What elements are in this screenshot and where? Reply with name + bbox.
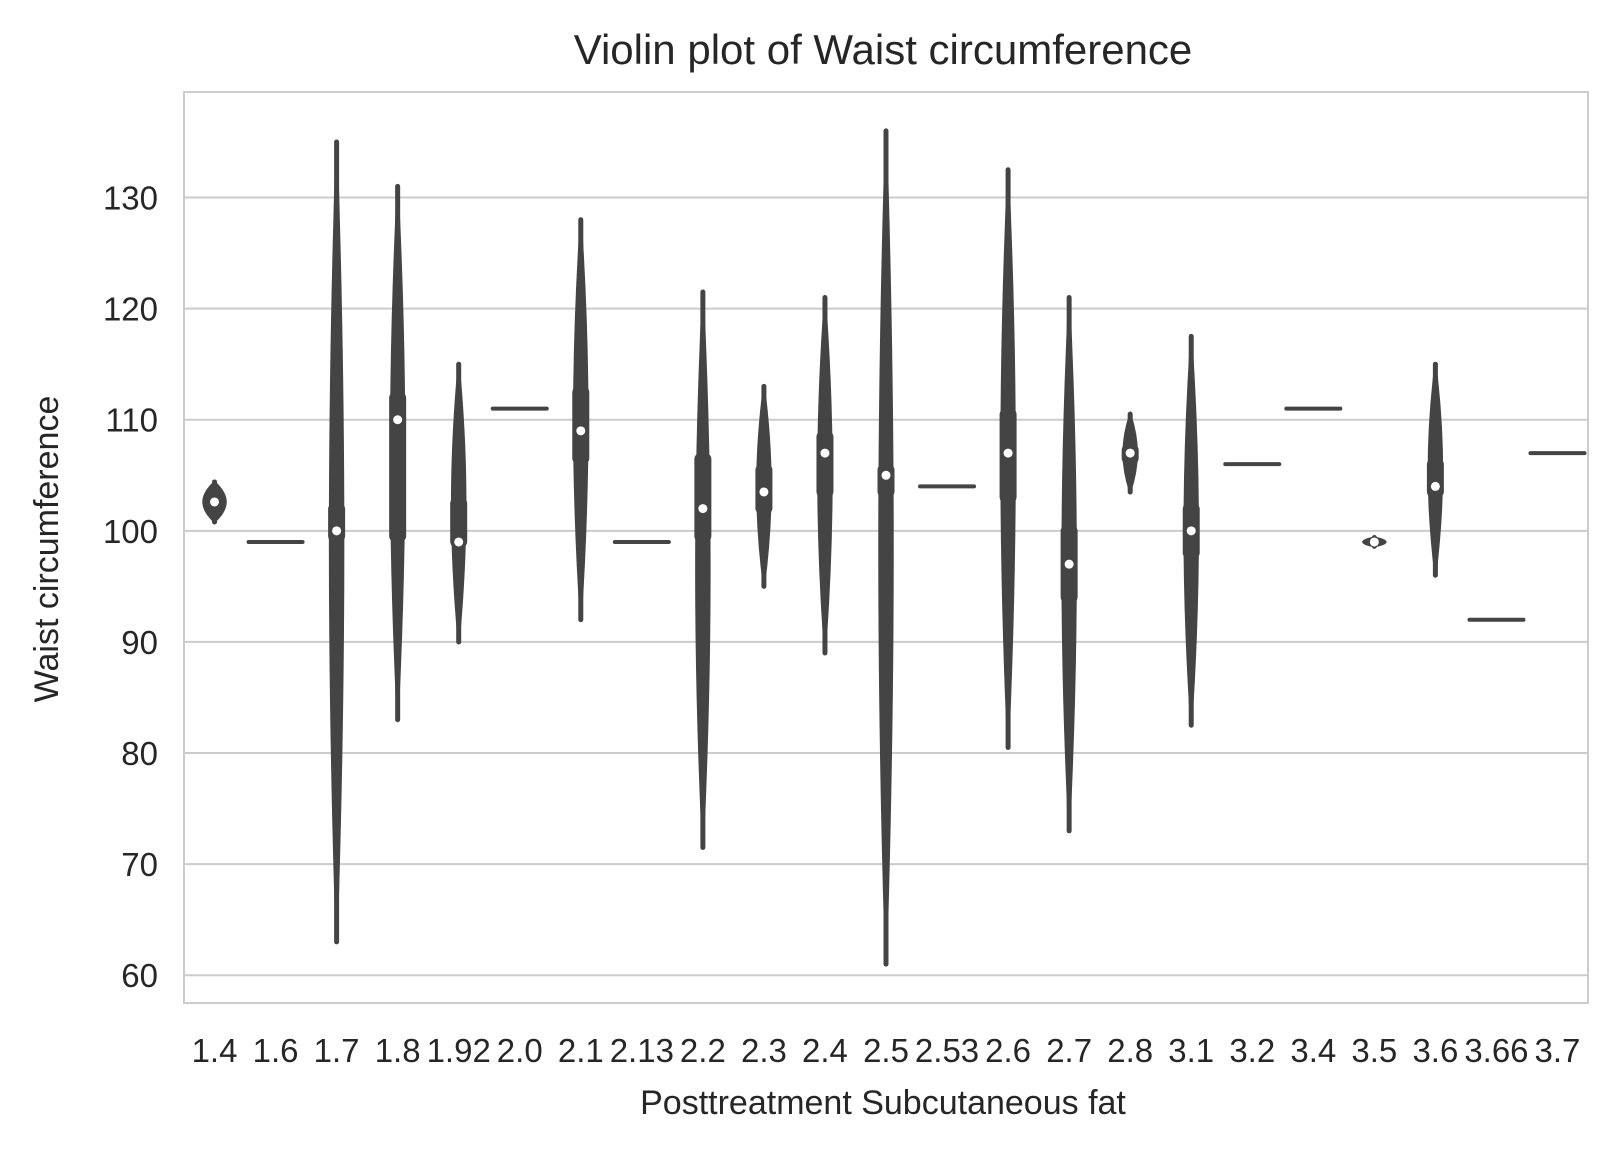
x-tick-label-3.7: 3.7 — [1535, 1032, 1581, 1069]
violin-median-1.8 — [393, 415, 403, 425]
x-tick-label-1.4: 1.4 — [192, 1032, 238, 1069]
plot-frame — [183, 91, 1589, 1004]
violin-iqr-3.6 — [1426, 458, 1444, 498]
x-tick-label-3.2: 3.2 — [1229, 1032, 1275, 1069]
violin-1.7 — [328, 139, 346, 945]
violin-iqr-2.4 — [816, 430, 834, 498]
x-tick-label-2.6: 2.6 — [985, 1032, 1031, 1069]
x-axis-label: Posttreatment Subcutaneous fat — [640, 1084, 1126, 1122]
violin-iqr-1.7 — [328, 503, 346, 542]
violin-iqr-2.2 — [694, 453, 712, 542]
x-tick-label-1.7: 1.7 — [314, 1032, 360, 1069]
violin-median-2.8 — [1125, 448, 1135, 458]
violin-1.4 — [202, 479, 227, 525]
violin-2.1 — [572, 217, 590, 623]
violin-2.6 — [999, 167, 1017, 750]
violin-median-3.6 — [1430, 481, 1440, 491]
x-tick-label-2.4: 2.4 — [802, 1032, 848, 1069]
chart-title: Violin plot of Waist circumference — [574, 26, 1193, 73]
y-tick-labels: 60 70 80 90 100 110 120 130 — [103, 180, 158, 995]
x-tick-label-3.1: 3.1 — [1168, 1032, 1214, 1069]
violin-median-3.1 — [1186, 526, 1196, 536]
violin-2.7 — [1060, 295, 1078, 834]
violin-median-2.6 — [1003, 448, 1013, 458]
y-tick-label-120: 120 — [103, 291, 158, 328]
x-tick-label-1.8: 1.8 — [375, 1032, 421, 1069]
violin-median-1.4 — [210, 497, 220, 507]
y-tick-label-70: 70 — [121, 846, 158, 883]
x-tick-label-2.5: 2.5 — [863, 1032, 909, 1069]
violin-2.5 — [877, 128, 895, 967]
violin-2.8 — [1121, 410, 1139, 496]
violin-2.2 — [694, 289, 712, 850]
x-tick-label-3.6: 3.6 — [1412, 1032, 1458, 1069]
violin-2.4 — [816, 295, 834, 656]
violin-2.3 — [755, 383, 773, 589]
x-tick-label-2.13: 2.13 — [610, 1032, 674, 1069]
x-tick-label-2.3: 2.3 — [741, 1032, 787, 1069]
violin-median-2.5 — [881, 470, 891, 480]
y-tick-label-110: 110 — [105, 402, 158, 439]
violin-median-3.5 — [1369, 537, 1379, 547]
violin-3.6 — [1426, 361, 1444, 578]
violin-3.1 — [1182, 333, 1200, 728]
violin-median-1.92 — [454, 537, 464, 547]
violin-median-1.7 — [332, 526, 342, 536]
x-tick-label-2.7: 2.7 — [1046, 1032, 1092, 1069]
violin-iqr-2.1 — [572, 386, 590, 465]
violin-median-2.7 — [1064, 559, 1074, 569]
violin-1.8 — [389, 183, 407, 723]
violin-median-2.1 — [576, 426, 586, 436]
violin-iqr-2.5 — [877, 464, 895, 498]
violin-3.5 — [1362, 535, 1387, 549]
y-tick-label-60: 60 — [121, 957, 158, 994]
x-tick-label-3.66: 3.66 — [1464, 1032, 1528, 1069]
y-tick-label-80: 80 — [121, 735, 158, 772]
x-tick-label-3.5: 3.5 — [1351, 1032, 1397, 1069]
violin-median-2.4 — [820, 448, 830, 458]
y-tick-label-100: 100 — [103, 513, 158, 550]
violin-median-2.2 — [698, 504, 708, 514]
x-tick-label-2.2: 2.2 — [680, 1032, 726, 1069]
x-tick-label-2.1: 2.1 — [558, 1032, 604, 1069]
x-tick-labels: 1.4 1.6 1.7 1.8 1.92 2.0 2.1 2.13 2.2 2.3 2.4 2.5 2.… — [192, 1032, 1581, 1069]
x-tick-label-3.4: 3.4 — [1290, 1032, 1336, 1069]
violins — [202, 128, 1587, 967]
x-tick-label-2.0: 2.0 — [497, 1032, 543, 1069]
x-tick-label-1.6: 1.6 — [253, 1032, 299, 1069]
violin-1.92 — [450, 361, 468, 645]
x-tick-label-2.53: 2.53 — [915, 1032, 979, 1069]
y-tick-label-130: 130 — [103, 180, 158, 217]
x-tick-label-1.92: 1.92 — [427, 1032, 491, 1069]
violin-median-2.3 — [759, 487, 769, 497]
x-tick-label-2.8: 2.8 — [1107, 1032, 1153, 1069]
violin-iqr-1.92 — [450, 497, 468, 548]
violin-iqr-1.8 — [389, 391, 407, 542]
y-axis-label: Waist circumference — [28, 396, 66, 703]
y-tick-label-90: 90 — [121, 624, 158, 661]
